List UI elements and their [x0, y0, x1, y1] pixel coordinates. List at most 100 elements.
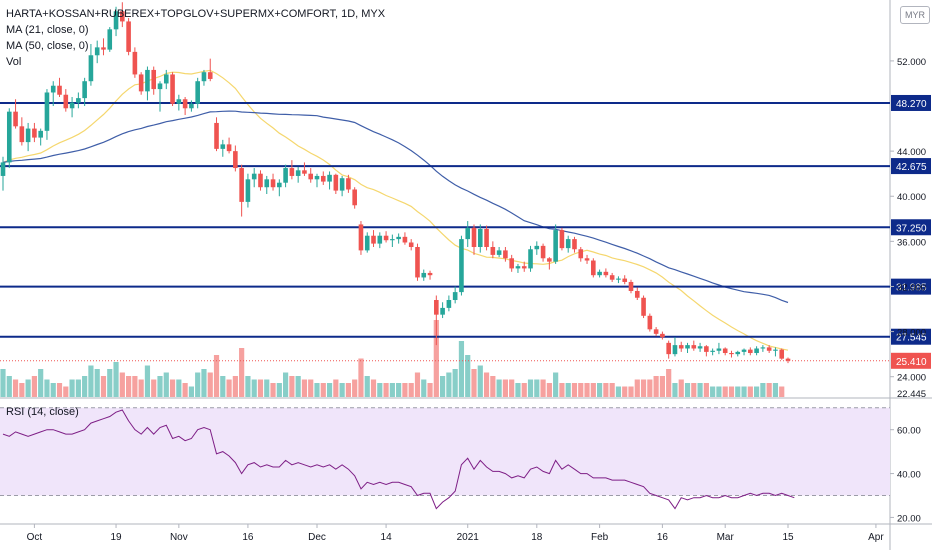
volume-bar: [12, 379, 19, 397]
volume-bar: [295, 376, 301, 397]
time-tick-label: Oct: [27, 532, 43, 543]
volume-bar: [628, 386, 634, 397]
volume-bar: [615, 386, 622, 397]
candle-body: [691, 345, 697, 349]
candle-body: [408, 242, 414, 247]
volume-bar: [703, 383, 709, 397]
volume-bar: [364, 376, 370, 397]
volume-bar: [226, 379, 232, 397]
candle-body: [427, 272, 433, 276]
volume-bar: [138, 379, 144, 397]
candle-body: [19, 126, 25, 143]
volume-bar: [176, 379, 182, 397]
time-tick-label: 15: [782, 532, 794, 543]
volume-bar: [257, 379, 264, 397]
candle-body: [277, 182, 282, 188]
candle-body: [358, 224, 364, 251]
volume-bar: [666, 369, 672, 397]
level-price-tag: [891, 158, 931, 175]
volume-bar: [25, 379, 31, 397]
candle-body: [697, 346, 703, 349]
candle-body: [233, 151, 238, 169]
volume-bar: [151, 379, 157, 397]
candle-body: [151, 69, 157, 90]
time-tick-label: Mar: [717, 532, 735, 543]
volume-bar: [471, 369, 477, 397]
candle-body: [195, 81, 200, 104]
candle-body: [591, 260, 596, 276]
volume-bar: [232, 376, 238, 397]
candle-body: [741, 349, 747, 352]
candle-body: [314, 175, 320, 180]
volume-bar: [728, 386, 735, 397]
volume-bar: [634, 379, 640, 397]
candle-body: [434, 300, 439, 315]
volume-bar: [389, 383, 395, 397]
candle-body: [748, 349, 753, 354]
volume-bar: [640, 379, 647, 397]
rsi-band: [0, 407, 890, 496]
rsi-tick-label: 20.00: [897, 513, 921, 524]
volume-bar: [414, 372, 421, 397]
volume-bar: [56, 383, 63, 397]
candle-body: [339, 178, 345, 191]
volume-bar: [496, 379, 502, 397]
candle-body: [616, 278, 621, 280]
volume-bar: [31, 376, 37, 397]
volume-bar: [213, 355, 220, 397]
volume-bar: [245, 376, 251, 397]
volume-bar: [264, 379, 270, 397]
volume-bar: [603, 383, 609, 397]
volume-bar: [609, 383, 615, 397]
volume-bar: [659, 376, 665, 397]
volume-bar: [427, 383, 433, 397]
candle-body: [754, 348, 759, 354]
price-tick-label: 28.000: [897, 328, 926, 339]
volume-bar: [333, 379, 339, 397]
volume-bar: [358, 358, 364, 397]
candle-body: [145, 69, 150, 92]
volume-bar: [88, 365, 94, 397]
volume-bar: [169, 379, 176, 397]
candle-body: [685, 345, 690, 349]
volume-bar: [754, 386, 760, 397]
currency-selector[interactable]: MYR: [900, 6, 930, 24]
candle-body: [710, 350, 715, 352]
candle-body: [201, 72, 207, 82]
candle-body: [283, 168, 288, 183]
time-tick-label: 14: [381, 532, 393, 543]
candle-body: [88, 55, 94, 82]
candle-body: [126, 21, 131, 52]
candle-body: [503, 250, 508, 259]
candle-body: [666, 342, 671, 355]
volume-bar: [509, 379, 515, 397]
volume-bar: [339, 383, 345, 397]
level-price-tag: [891, 328, 931, 345]
candle-body: [565, 239, 571, 249]
candle-body: [57, 85, 62, 95]
candle-body: [547, 258, 552, 262]
volume-bar: [345, 383, 351, 397]
volume-bar: [590, 383, 596, 397]
volume-bar: [207, 372, 213, 397]
volume-bar: [760, 383, 766, 397]
candle-body: [722, 348, 728, 354]
candle-body: [509, 258, 514, 269]
candle-body: [371, 235, 376, 244]
candle-body: [672, 345, 678, 355]
volume-bar: [741, 386, 747, 397]
candle-body: [396, 236, 401, 240]
chart-legend: HARTA+KOSSAN+RUBEREX+TOPGLOV+SUPERMX+COM…: [6, 6, 385, 70]
volume-bar: [521, 383, 527, 397]
candle-body: [729, 353, 734, 355]
volume-bar: [377, 383, 383, 397]
volume-bar: [647, 379, 653, 397]
candle-body: [785, 358, 791, 361]
candle-body: [452, 292, 458, 301]
level-price-label: 37.250: [896, 223, 927, 234]
candle-body: [226, 144, 232, 152]
volume-bar: [597, 383, 603, 397]
volume-bar: [75, 379, 81, 397]
candle-body: [490, 246, 496, 255]
